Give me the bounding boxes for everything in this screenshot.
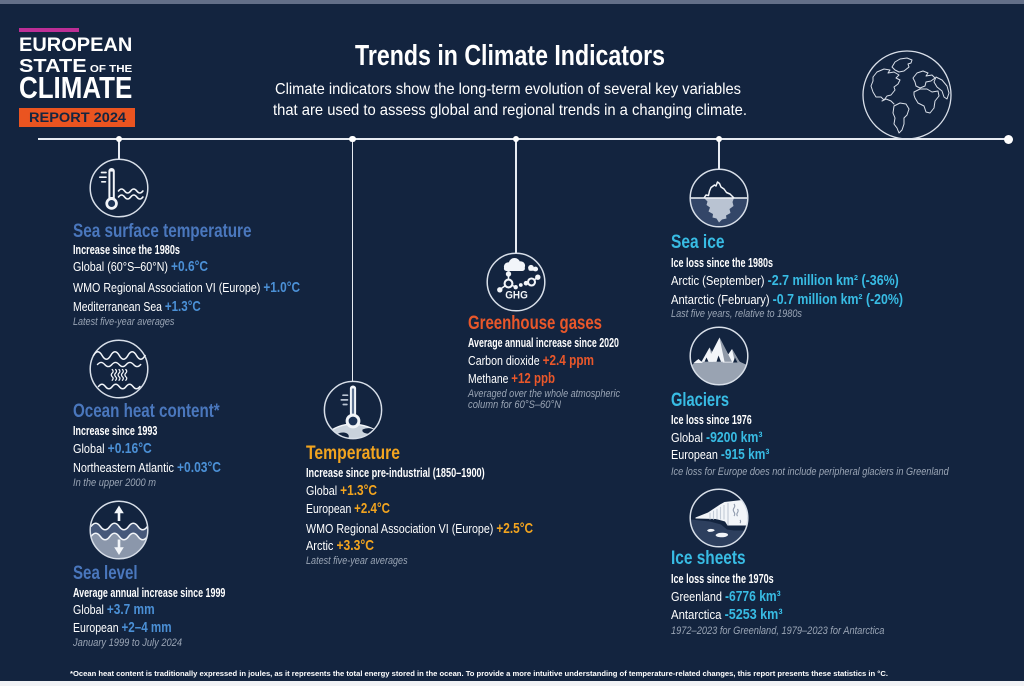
svg-text:GHG: GHG bbox=[505, 290, 528, 302]
